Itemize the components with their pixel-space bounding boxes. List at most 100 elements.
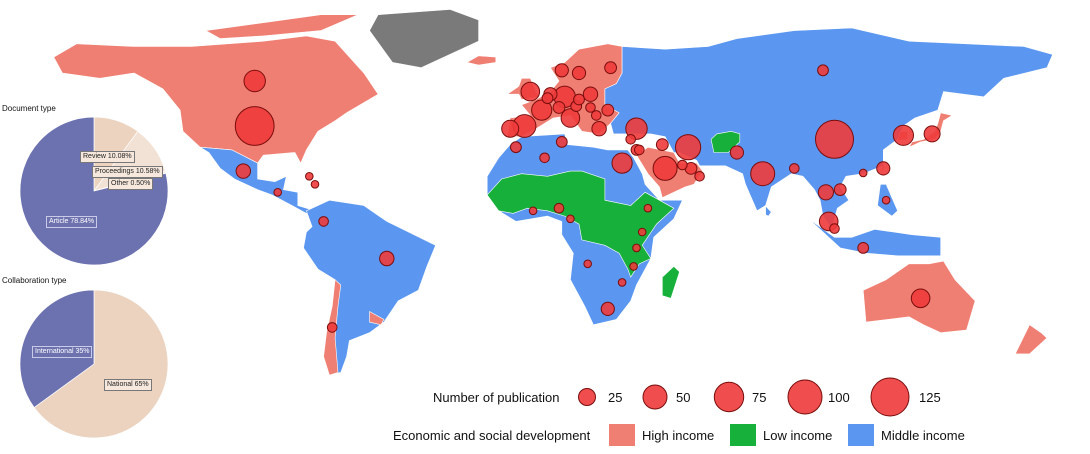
bubble-qatar (677, 159, 688, 171)
legend-bubble-75 (713, 381, 745, 413)
bubble-finland (604, 61, 617, 75)
region-sahel-low-income (486, 170, 675, 278)
legend-development-title: Economic and social development (393, 428, 591, 443)
bubble-cyprus (625, 134, 637, 145)
bubble-saudi (652, 155, 678, 181)
region-arctic-islands (204, 14, 359, 39)
bubble-philippines (881, 195, 891, 205)
bubble-morocco (510, 141, 522, 154)
region-indonesia (808, 218, 941, 257)
bubble-norway (554, 63, 569, 78)
bubble-colombia (318, 216, 329, 227)
legend-size-100: 100 (828, 390, 850, 405)
bubble-india (750, 161, 776, 187)
bubble-hong_kong (858, 168, 868, 178)
region-mexico-central-america (200, 146, 317, 214)
bubble-ethiopia (643, 203, 653, 213)
bubble-kenya (637, 227, 647, 237)
legend-bubble-100 (787, 379, 823, 415)
bubble-tanzania (632, 243, 641, 253)
bubble-hungary (585, 102, 596, 113)
bubble-jordan (634, 144, 645, 156)
bubble-zimbabwe (617, 278, 627, 287)
region-north-america (53, 35, 379, 164)
bubble-angola (583, 259, 593, 269)
bubble-ghana (528, 206, 538, 216)
bubble-australia (910, 288, 931, 309)
bubble-belgium (541, 92, 554, 105)
bubble-mexico (235, 163, 252, 179)
collaboration-type-title: Collaboration type (2, 276, 67, 285)
region-iceland (466, 55, 497, 66)
bubble-vietnam (833, 183, 847, 197)
region-south-america (303, 199, 436, 376)
bubble-bangladesh (789, 163, 800, 174)
legend-swatch-low_income (730, 424, 756, 446)
document-type-title: Document type (2, 104, 56, 113)
legend-publication-title: Number of publication (433, 390, 560, 405)
legend-low-income-label: Low income (763, 428, 833, 443)
bubble-tunisia (555, 136, 568, 148)
legend-swatch-high_income (609, 424, 635, 446)
bubble-france (531, 99, 553, 121)
bubble-south_korea (892, 124, 915, 146)
bubble-oman (694, 171, 705, 182)
pie-label-national: National 65% (104, 379, 152, 391)
bubble-egypt (611, 152, 633, 174)
bubble-south_africa (600, 301, 615, 316)
bubble-china (815, 119, 854, 159)
bubble-indonesia (857, 242, 870, 254)
bubble-switzerland (552, 101, 566, 114)
bubble-algeria (539, 152, 550, 164)
publication-bubbles (234, 61, 941, 333)
region-greenland (369, 9, 479, 69)
bubble-romania (601, 103, 615, 117)
bubble-pakistan (729, 145, 745, 160)
pie-label-other: Other 0.50% (108, 178, 154, 190)
region-sri-lanka (765, 205, 772, 217)
bubble-canada (243, 69, 266, 93)
slice-national (33, 289, 169, 439)
legend-swatch-middle_income (848, 424, 874, 446)
legend-bubble-25 (578, 388, 596, 406)
bubble-nigeria (553, 202, 565, 214)
bubble-brazil (379, 250, 395, 267)
legend-high-income-label: High income (642, 428, 715, 443)
bubble-usa (234, 106, 275, 146)
document-type-pie (19, 116, 169, 266)
legend-middle-income-label: Middle income (881, 428, 965, 443)
bubble-thailand (817, 184, 835, 201)
legend-size-50: 50 (676, 390, 691, 405)
legend-size-75: 75 (752, 390, 767, 405)
legend-size-125: 125 (919, 390, 941, 405)
bubble-jamaica (310, 180, 320, 189)
legend-bubble-125 (870, 377, 910, 417)
legend-size-25: 25 (608, 390, 623, 405)
bubble-taiwan (876, 161, 891, 176)
bubble-greece (591, 121, 607, 137)
bubble-cuba (305, 172, 314, 181)
region-new-zealand (1014, 324, 1048, 355)
bubble-russia (817, 64, 829, 77)
bubble-poland (582, 86, 599, 102)
bubble-japan (923, 125, 941, 143)
pie-label-proceedings: Proceedings 10.58% (92, 166, 163, 178)
bubble-uk (520, 81, 541, 102)
collaboration-type-pie (19, 289, 169, 439)
legend-bubble-50 (642, 384, 668, 410)
region-uruguay (369, 310, 385, 326)
bubble-sweden (571, 65, 587, 81)
bubble-malawi (629, 262, 638, 271)
bubble-cameroon (566, 214, 575, 224)
bubble-czech (573, 93, 585, 106)
region-madagascar (662, 265, 680, 299)
bubble-iraq (655, 138, 669, 152)
bubble-iran (675, 134, 702, 161)
pie-label-international: International 35% (32, 346, 93, 358)
bubble-guatemala (273, 188, 283, 197)
bubble-chile (326, 322, 338, 333)
world-map (53, 9, 1054, 376)
bubble-italy (560, 108, 581, 128)
pie-label-article: Article 78.84% (46, 216, 98, 228)
